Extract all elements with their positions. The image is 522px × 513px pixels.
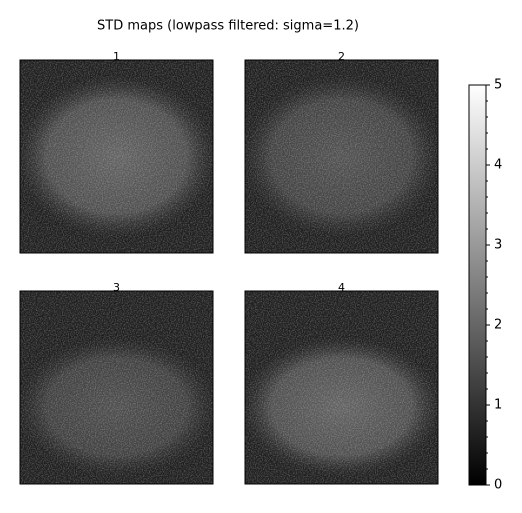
panel-title: 1 (113, 50, 120, 63)
image-panel: 2 (244, 50, 439, 254)
image (245, 291, 438, 484)
image-frame (244, 59, 439, 254)
colorbar-tick-label: 3 (494, 238, 502, 253)
image-frame (19, 59, 214, 254)
image-panel: 3 (19, 281, 214, 485)
panel-title: 4 (338, 281, 345, 294)
colorbar-tick-label: 2 (494, 318, 502, 333)
colorbar-tick-label: 0 (494, 478, 502, 493)
image-panel: 4 (244, 281, 439, 485)
image-noise (20, 60, 213, 253)
image-panel: 1 (19, 50, 214, 254)
image (20, 60, 213, 253)
image-frame (244, 290, 439, 485)
image-noise (20, 291, 213, 484)
panel-title: 2 (338, 50, 345, 63)
colorbar-tick-label: 4 (494, 158, 502, 173)
image (245, 60, 438, 253)
colorbar-tick-label: 5 (494, 78, 502, 93)
image (20, 291, 213, 484)
colorbar (468, 84, 487, 486)
colorbar-tick-label: 1 (494, 398, 502, 413)
image-noise (245, 291, 438, 484)
image-frame (19, 290, 214, 485)
panel-title: 3 (113, 281, 120, 294)
figure-title: STD maps (lowpass filtered: sigma=1.2) (97, 19, 359, 34)
image-noise (245, 60, 438, 253)
